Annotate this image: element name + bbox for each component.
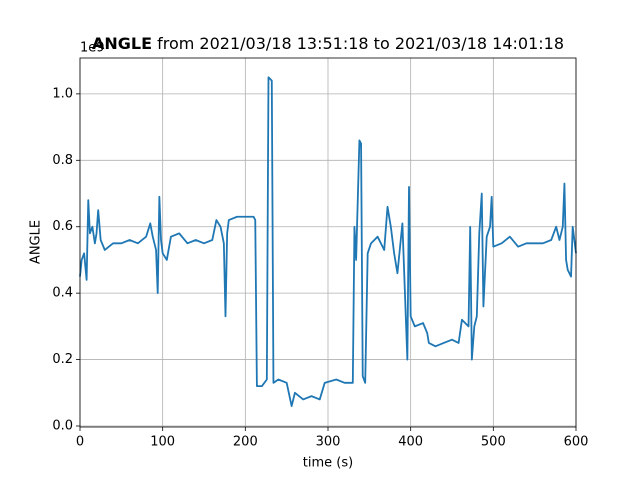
x-tick-label: 200 bbox=[233, 435, 258, 450]
y-tick-label: 0.4 bbox=[52, 286, 73, 301]
y-tick-label: 0.2 bbox=[52, 352, 73, 367]
y-tick-label: 0.6 bbox=[52, 219, 73, 234]
title-variable: ANGLE bbox=[92, 34, 152, 53]
y-tick-label: 0.0 bbox=[52, 419, 73, 434]
data-line bbox=[79, 76, 577, 407]
chart-title: ANGLE from 2021/03/18 13:51:18 to 2021/0… bbox=[92, 34, 564, 53]
x-tick-label: 600 bbox=[564, 435, 589, 450]
y-offset-label: 1e9 bbox=[80, 41, 105, 56]
y-tick-label: 0.8 bbox=[52, 153, 73, 168]
y-tick-label: 1.0 bbox=[52, 86, 73, 101]
x-axis-label: time (s) bbox=[303, 456, 353, 471]
x-tick-label: 300 bbox=[316, 435, 341, 450]
y-axis-label: ANGLE bbox=[29, 220, 44, 264]
x-tick-label: 100 bbox=[150, 435, 175, 450]
x-tick-label: 400 bbox=[398, 435, 423, 450]
x-tick-label: 500 bbox=[481, 435, 506, 450]
title-range: from 2021/03/18 13:51:18 to 2021/03/18 1… bbox=[157, 34, 564, 53]
x-tick-label: 0 bbox=[76, 435, 84, 450]
plot-frame bbox=[79, 57, 577, 428]
